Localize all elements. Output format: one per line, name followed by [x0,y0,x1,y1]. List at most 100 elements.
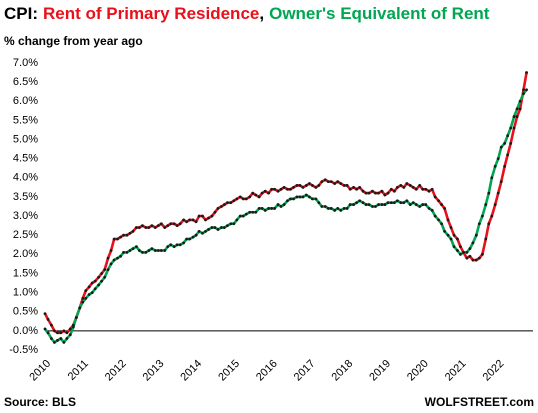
data-point [358,199,362,203]
data-point [194,233,198,237]
data-point [191,218,195,222]
data-point [159,222,163,226]
y-tick-label: -0.5% [9,344,38,356]
data-point [446,233,450,237]
data-point [380,189,384,193]
data-point [314,185,318,189]
data-point [226,224,229,228]
data-point [207,216,210,220]
data-point [525,88,528,92]
data-point [292,185,295,189]
y-tick-label: 1.5% [13,267,38,279]
source: Source: BLS [4,395,76,409]
data-point [138,249,141,252]
data-point [389,187,393,191]
data-point [273,187,277,191]
data-point [106,256,110,260]
data-point [248,210,252,214]
data-point [503,141,507,145]
data-point [408,184,412,187]
data-point [361,201,365,205]
data-point [367,203,371,206]
data-point [263,208,267,212]
data-point [377,191,380,195]
data-point [408,203,412,206]
data-point [345,207,349,210]
data-point [147,249,151,252]
data-point [68,327,72,331]
series-line [43,88,528,344]
data-point [62,329,66,333]
data-point [405,199,409,203]
data-point [93,287,97,291]
data-point [131,229,135,233]
data-point [276,203,280,206]
data-point [304,184,308,187]
data-point [112,258,116,262]
data-point [109,262,113,266]
data-point [348,203,352,206]
data-point [389,201,393,205]
data-point [424,203,428,206]
data-point [474,233,478,237]
data-point [74,316,78,319]
data-point [474,258,478,262]
data-point [480,252,484,256]
data-point [311,197,314,201]
x-tick-label: 2013 [141,358,167,384]
data-point [336,207,340,210]
data-point [522,92,525,96]
data-point [509,141,513,145]
data-point [90,291,94,294]
data-point [433,195,437,199]
data-point [421,203,425,206]
data-point [490,176,494,180]
data-point [443,207,446,210]
data-point [43,312,47,316]
data-point [317,201,321,205]
data-point [307,195,311,199]
y-tick-label: 6.5% [13,76,38,88]
data-point [169,222,173,226]
data-point [163,249,167,252]
data-point [301,185,305,189]
data-point [355,201,358,205]
data-point [367,191,371,195]
legend-entry: Owner's Equivalent of Rent [269,4,490,23]
data-point [46,317,50,321]
x-tick-label: 2018 [330,358,356,384]
data-point [207,228,210,231]
data-point [100,272,104,275]
data-point [232,222,236,226]
data-point [68,333,72,337]
data-point [251,210,255,214]
data-point [282,203,286,206]
data-point [128,249,132,252]
data-point [449,226,453,229]
data-point [477,256,481,260]
data-point [128,231,132,235]
data-point [188,237,192,241]
data-point [122,233,125,237]
data-point [320,205,324,208]
data-point [178,243,182,247]
data-point [320,180,324,184]
y-tick-label: 5.5% [13,114,38,126]
data-point [159,249,163,252]
data-point [276,189,280,193]
series-line [43,72,528,335]
y-tick-label: 4.5% [13,153,38,165]
data-point [50,323,53,327]
data-point [153,249,157,252]
data-point [273,207,277,210]
data-point [197,214,201,218]
data-point [352,185,355,189]
data-point [304,193,308,197]
data-point [329,207,333,210]
data-point [119,235,122,239]
data-point [59,337,63,340]
data-point [298,184,302,187]
data-point [364,203,368,206]
data-point [484,237,488,241]
